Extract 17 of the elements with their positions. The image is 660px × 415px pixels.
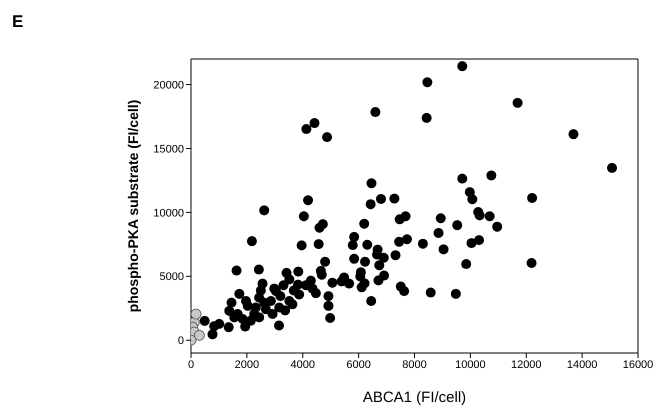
x-tick-label: 12000 xyxy=(510,358,542,371)
x-axis-title: ABCA1 (FI/cell) xyxy=(362,389,466,406)
x-tick-label: 10000 xyxy=(455,358,486,371)
x-tick-label: 8000 xyxy=(402,358,427,371)
y-axis-title: phospho-PKA substrate (FI/cell) xyxy=(124,100,141,312)
y-tick-label: 10000 xyxy=(153,207,184,220)
y-tick-label: 20000 xyxy=(153,79,184,92)
x-tick-label: 0 xyxy=(188,358,194,371)
text: E xyxy=(12,12,24,32)
x-tick-label: 2000 xyxy=(234,358,260,371)
y-tick-label: 15000 xyxy=(153,143,184,156)
x-tick-label: 6000 xyxy=(346,358,371,371)
y-tick-label: 5000 xyxy=(160,271,184,284)
x-tick-label: 4000 xyxy=(290,358,315,371)
x-tick-label: 14000 xyxy=(566,358,598,371)
y-tick-label: 0 xyxy=(178,335,184,348)
x-tick-label: 16000 xyxy=(622,358,654,371)
